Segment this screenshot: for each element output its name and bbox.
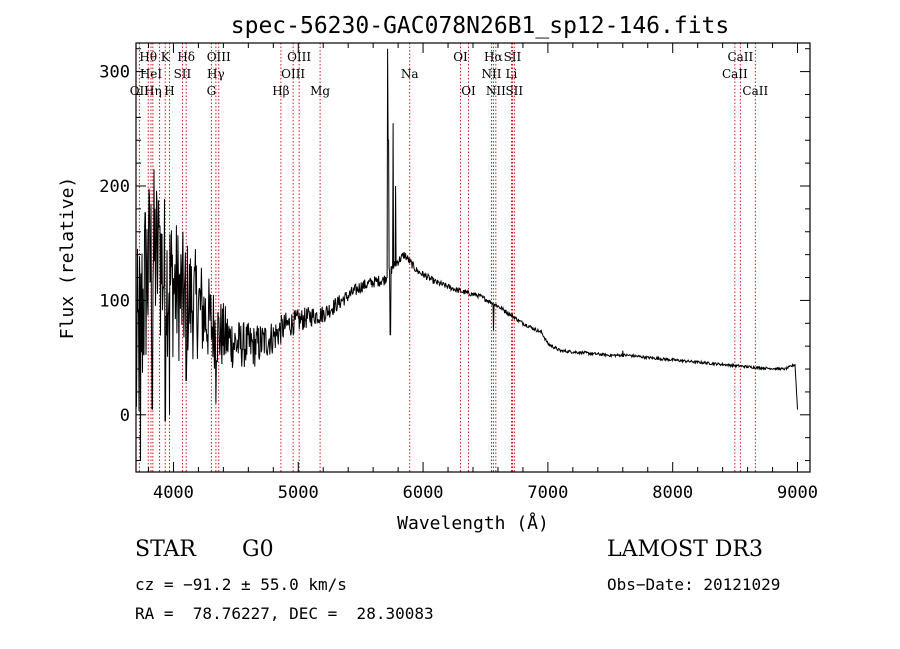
spectral-line-label: NII	[486, 84, 506, 98]
survey-name: LAMOST DR3	[607, 537, 763, 562]
y-tick-label: 0	[120, 406, 130, 426]
object-class: STAR	[135, 537, 196, 562]
spectral-line-label: OIII	[207, 50, 231, 64]
spectral-line-label: G	[207, 84, 217, 98]
x-tick-label: 9000	[777, 483, 818, 503]
spectrum-series	[136, 49, 798, 461]
x-tick-label: 4000	[153, 483, 194, 503]
x-axis-label: Wavelength (Å)	[397, 512, 549, 534]
spectral-line-labels: OIIHθHeIHηKHSIIHδGHγOIIIHβOIIIOIIIMgNaOI…	[130, 50, 769, 98]
plot-frame	[136, 43, 810, 472]
x-tick-label: 8000	[652, 483, 693, 503]
spectral-line-markers	[139, 43, 755, 472]
spectral-line-label: OI	[453, 50, 468, 64]
y-tick-label: 100	[99, 291, 130, 311]
spectral-line-label: H	[164, 84, 174, 98]
y-tick-label: 300	[99, 63, 130, 83]
spectral-line-label: NII	[481, 67, 501, 81]
spectral-line-label: K	[161, 50, 171, 64]
spectral-line-label: CaII	[722, 67, 748, 81]
x-tick-label: 5000	[278, 483, 319, 503]
spectral-line-label: CaII	[727, 50, 753, 64]
observation-date: Obs−Date: 20121029	[607, 575, 780, 594]
axis-ticks: 4000 5000 6000 7000 8000 9000 0 100 200 300	[99, 43, 818, 503]
redshift-cz: cz = −91.2 ± 55.0 km/s	[135, 575, 347, 594]
spectral-line-label: SII	[505, 84, 523, 98]
chart-title: spec-56230-GAC078N26B1_sp12-146.fits	[231, 13, 730, 39]
spectral-line-label: OI	[461, 84, 476, 98]
y-tick-label: 200	[99, 177, 130, 197]
spectral-line-label: Na	[401, 67, 419, 81]
y-axis-label: Flux (relative)	[57, 177, 78, 340]
object-subclass: G0	[242, 537, 274, 562]
spectral-line-label: Hδ	[177, 50, 195, 64]
coordinates: RA = 78.76227, DEC = 28.30083	[135, 604, 434, 623]
x-tick-label: 6000	[403, 483, 444, 503]
spectral-line-label: Hα	[484, 50, 503, 64]
spectral-line-label: SII	[504, 50, 522, 64]
spectral-line-label: OIII	[287, 50, 311, 64]
spectral-line-label: Hη	[144, 84, 162, 98]
spectral-line-label: Hθ	[139, 50, 157, 64]
spectral-line-label: Mg	[310, 84, 330, 98]
spectral-line-label: SII	[174, 67, 192, 81]
spectral-line-label: Li	[506, 67, 518, 81]
spectral-line-label: OIII	[281, 67, 305, 81]
x-tick-label: 7000	[527, 483, 568, 503]
spectral-line-label: Hβ	[272, 84, 289, 98]
spectral-line-label: Hγ	[207, 67, 225, 81]
spectral-line-label: CaII	[742, 84, 768, 98]
spectral-line-label: HeI	[140, 67, 163, 81]
